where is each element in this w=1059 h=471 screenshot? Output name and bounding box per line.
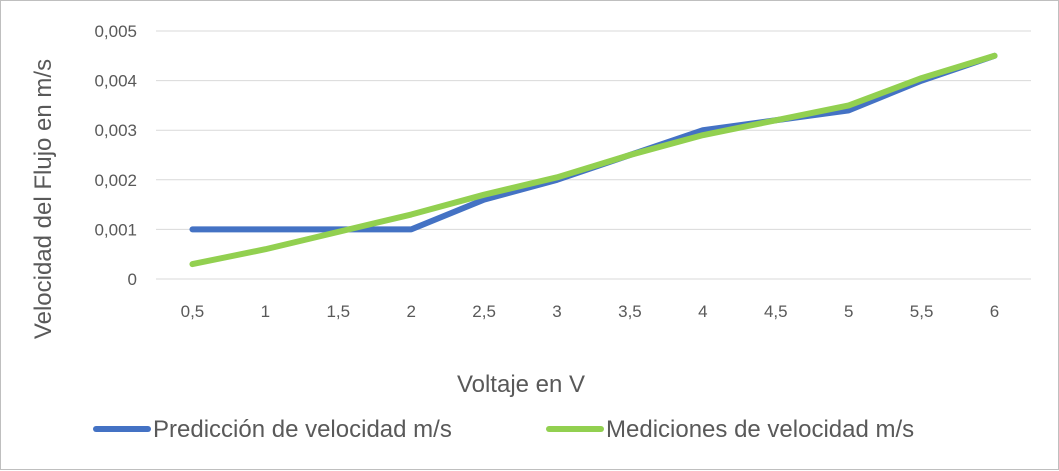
- legend-label: Mediciones de velocidad m/s: [606, 416, 914, 443]
- x-tick-label: 0,5: [181, 302, 205, 321]
- x-axis-ticks: 0,5 1 1,5 2 2,5 3 3,5 4 4,5 5 5,5 6: [181, 302, 1000, 321]
- y-tick-label: 0,001: [94, 220, 137, 239]
- y-tick-label: 0,005: [94, 22, 137, 41]
- x-tick-label: 1,5: [326, 302, 350, 321]
- x-tick-label: 4: [698, 302, 707, 321]
- y-tick-label: 0,003: [94, 121, 137, 140]
- x-tick-label: 2,5: [472, 302, 496, 321]
- x-tick-label: 2: [406, 302, 415, 321]
- series-line-1: [189, 52, 998, 233]
- legend-label: Predicción de velocidad m/s: [153, 416, 452, 443]
- y-axis-title: Velocidad del Flujo en m/s: [30, 59, 57, 339]
- series-line-2: [189, 52, 998, 268]
- x-tick-label: 3: [552, 302, 561, 321]
- x-axis-title: Voltaje en V: [457, 371, 585, 398]
- x-tick-label: 1: [261, 302, 270, 321]
- x-tick-label: 5: [844, 302, 853, 321]
- series-lines: [189, 52, 998, 268]
- x-tick-label: 3,5: [618, 302, 642, 321]
- y-tick-label: 0: [128, 270, 137, 289]
- x-tick-label: 5,5: [910, 302, 934, 321]
- legend: Predicción de velocidad m/s Mediciones de…: [93, 416, 914, 443]
- x-tick-label: 6: [990, 302, 999, 321]
- y-tick-label: 0,004: [94, 72, 137, 91]
- x-tick-label: 4,5: [764, 302, 788, 321]
- y-axis-ticks: 0 0,001 0,002 0,003 0,004 0,005: [94, 22, 137, 289]
- y-tick-label: 0,002: [94, 171, 137, 190]
